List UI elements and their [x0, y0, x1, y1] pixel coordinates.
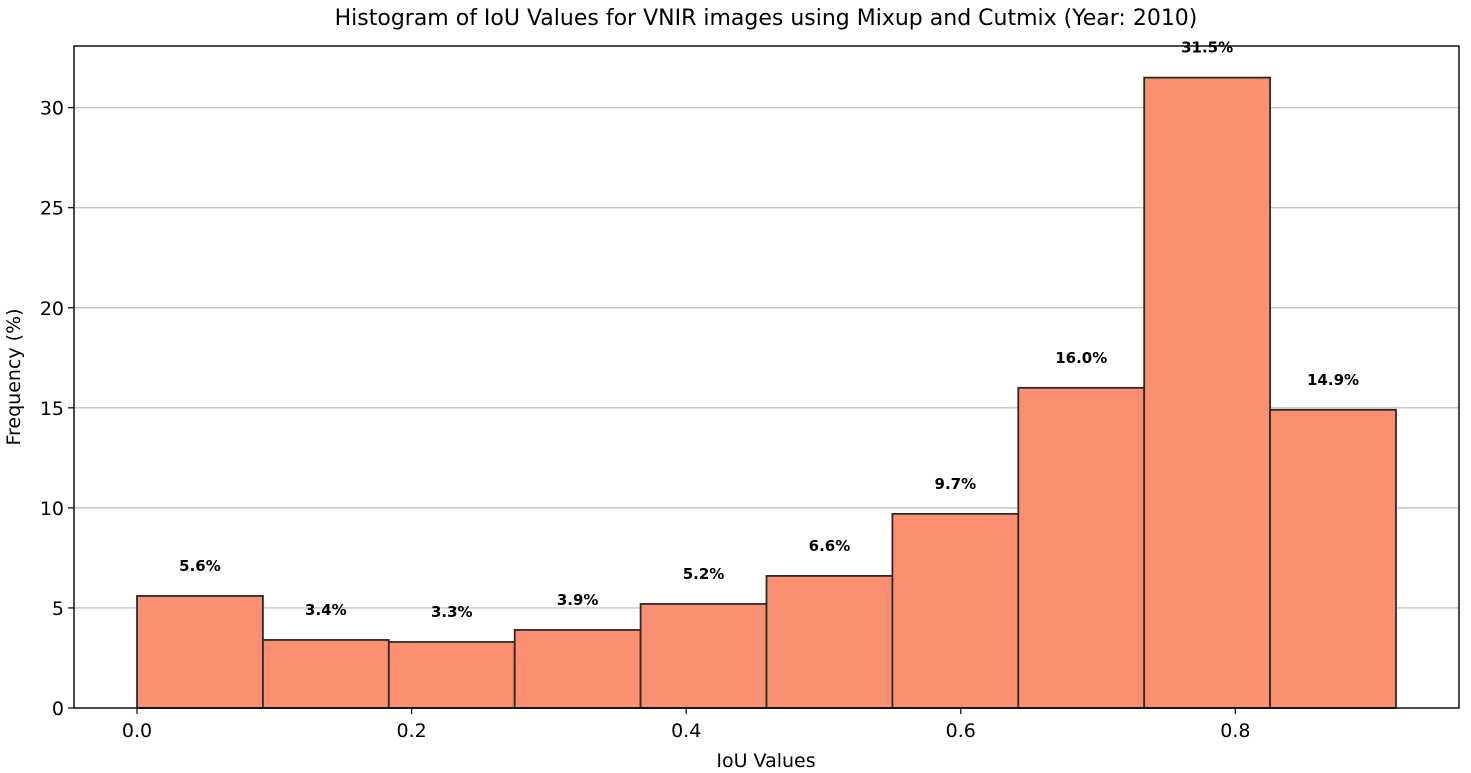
- bar-value-label: 5.2%: [683, 565, 725, 583]
- histogram-bar: [891, 512, 1020, 709]
- bar-value-label: 9.7%: [935, 475, 977, 493]
- histogram-bar: [1269, 408, 1397, 709]
- bar-value-label: 3.3%: [431, 603, 473, 621]
- x-tick-label: 0.0: [122, 720, 152, 742]
- x-tick-label: 0.4: [671, 720, 701, 742]
- y-tick-label: 30: [40, 98, 64, 120]
- x-tick-label: 0.2: [396, 720, 426, 742]
- bar-value-labels: 5.6% 3.4% 3.3% 3.9% 5.2% 6.6% 9.7% 16.0% 31.5% 14…: [179, 39, 1359, 621]
- y-tick-label: 10: [40, 498, 64, 520]
- bars: [136, 76, 1397, 709]
- y-tick-label: 15: [40, 398, 64, 420]
- histogram-bar: [1017, 386, 1146, 709]
- histogram-bar: [513, 629, 642, 709]
- bar-value-label: 5.6%: [179, 557, 221, 575]
- histogram-bar: [136, 595, 264, 709]
- bar-value-label: 3.9%: [557, 591, 599, 609]
- x-tick-label: 0.8: [1220, 720, 1250, 742]
- histogram-bar: [262, 639, 390, 709]
- bar-value-label: 14.9%: [1307, 371, 1359, 389]
- y-axis-label: Frequency (%): [3, 308, 25, 445]
- histogram-bar: [1143, 76, 1271, 709]
- histogram-bar: [765, 575, 894, 709]
- y-tick-label: 0: [52, 698, 64, 720]
- chart-title: Histogram of IoU Values for VNIR images …: [335, 6, 1198, 31]
- plot-frame: [73, 45, 1460, 709]
- bar-value-label: 16.0%: [1055, 349, 1107, 367]
- x-axis-label: IoU Values: [716, 750, 815, 772]
- y-tick-label: 25: [40, 198, 64, 220]
- bar-value-label: 3.4%: [305, 601, 347, 619]
- y-axis-ticks: 0 5 10 15 20 25 30: [40, 98, 74, 720]
- x-tick-label: 0.6: [946, 720, 976, 742]
- bar-value-label: 6.6%: [809, 537, 851, 555]
- y-tick-label: 20: [40, 298, 64, 320]
- histogram-bar: [387, 641, 516, 709]
- x-axis-ticks: 0.0 0.2 0.4 0.6 0.8: [122, 708, 1250, 742]
- y-tick-label: 5: [52, 598, 64, 620]
- histogram-bar: [639, 603, 768, 709]
- bar-value-label: 31.5%: [1181, 39, 1233, 57]
